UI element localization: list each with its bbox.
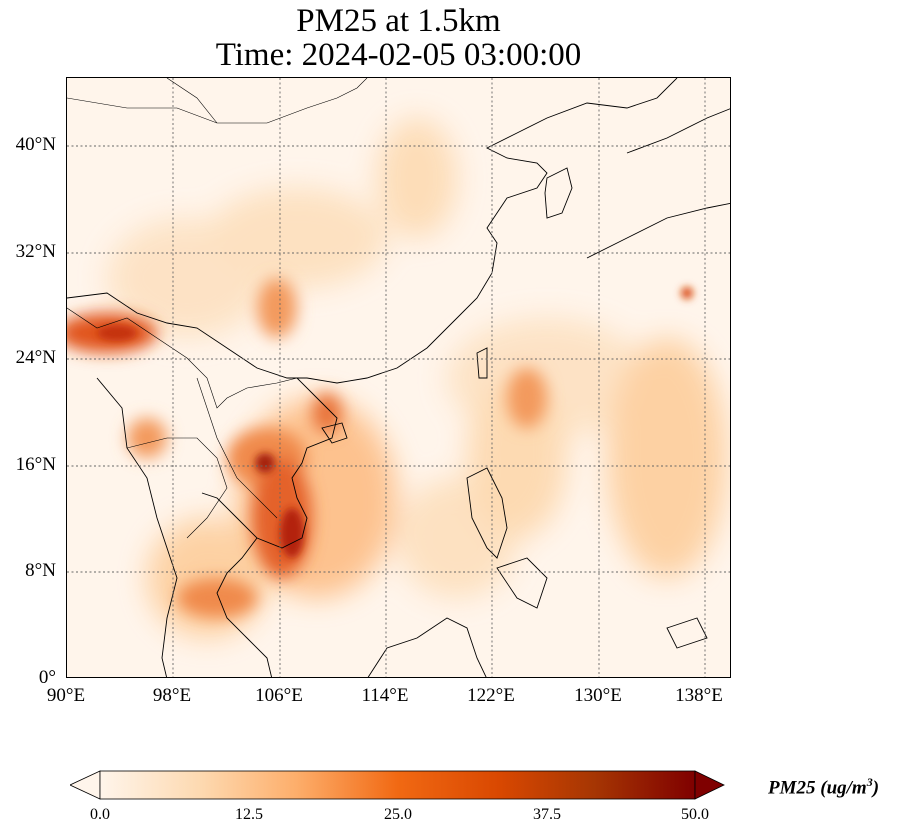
lon-tick-114e: 114°E [361, 685, 409, 706]
colorbar-label-text: PM25 (ug/m [768, 777, 867, 799]
lat-tick-0: 0° [38, 667, 56, 688]
colorbar [70, 770, 725, 800]
colorbar-min-extend [70, 770, 101, 800]
lon-tick-138e: 138°E [675, 685, 723, 706]
map-plot-area[interactable] [66, 77, 731, 678]
lon-tick-122e: 122°E [467, 685, 515, 706]
colorbar-tick-1: 12.5 [235, 806, 263, 823]
lon-tick-98e: 98°E [152, 685, 192, 706]
lat-tick-40n: 40°N [15, 134, 56, 155]
map-title: PM25 at 1.5km Time: 2024-02-05 03:00:00 [66, 4, 731, 72]
lat-tick-16n: 16°N [15, 454, 56, 475]
colorbar-tick-4: 50.0 [681, 806, 709, 823]
borders [67, 78, 368, 539]
colorbar-max-extend [694, 770, 725, 800]
coastlines [67, 78, 730, 677]
colorbar-tick-2: 25.0 [384, 806, 412, 823]
colorbar-label: PM25 (ug/m3) [768, 775, 879, 799]
title-line-1: PM25 at 1.5km [296, 3, 501, 39]
lon-tick-90e: 90°E [46, 685, 86, 706]
colorbar-gradient [99, 770, 696, 800]
title-line-2: Time: 2024-02-05 03:00:00 [215, 37, 582, 73]
lat-tick-24n: 24°N [15, 347, 56, 368]
lat-tick-8n: 8°N [25, 560, 56, 581]
gridlines [67, 78, 730, 677]
colorbar-label-end: ) [872, 777, 880, 799]
lon-tick-130e: 130°E [574, 685, 622, 706]
colorbar-tick-0: 0.0 [90, 806, 110, 823]
lat-tick-32n: 32°N [15, 241, 56, 262]
lon-tick-106e: 106°E [255, 685, 303, 706]
colorbar-label-sup: 3 [866, 775, 873, 789]
pm25-map [67, 78, 730, 677]
colorbar-tick-3: 37.5 [533, 806, 561, 823]
